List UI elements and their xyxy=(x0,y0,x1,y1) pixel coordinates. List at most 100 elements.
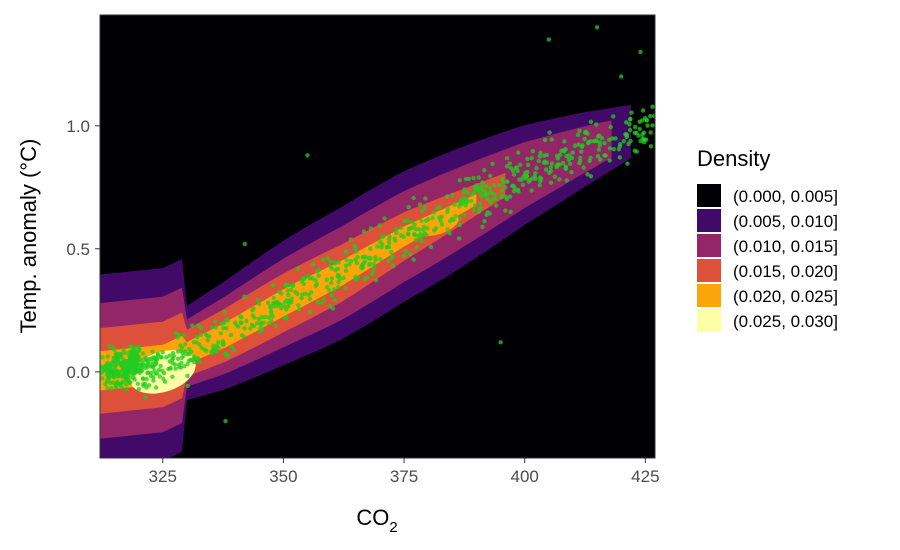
data-point xyxy=(515,187,521,192)
data-point xyxy=(125,371,130,376)
data-point xyxy=(471,175,476,181)
data-point xyxy=(144,376,149,382)
data-point xyxy=(343,268,349,273)
data-point xyxy=(286,304,291,309)
data-point xyxy=(633,124,638,130)
data-point xyxy=(284,298,290,303)
data-point xyxy=(619,74,624,79)
data-point xyxy=(617,155,622,160)
data-point xyxy=(444,194,450,199)
data-point xyxy=(392,236,397,241)
data-point xyxy=(371,265,377,270)
data-point xyxy=(213,318,218,324)
data-point xyxy=(526,179,532,184)
data-point xyxy=(538,150,543,156)
data-point xyxy=(490,161,495,167)
data-point xyxy=(151,378,156,383)
data-point xyxy=(624,120,629,125)
legend-title: Density xyxy=(697,146,770,171)
data-point xyxy=(625,161,630,166)
data-point xyxy=(409,219,414,225)
data-point xyxy=(176,362,182,368)
data-point xyxy=(156,367,162,373)
data-point xyxy=(562,139,567,144)
data-point xyxy=(301,276,306,281)
legend-label: (0.010, 0.015] xyxy=(733,237,838,256)
data-point xyxy=(598,157,603,162)
data-point xyxy=(322,297,327,302)
data-point xyxy=(650,104,655,109)
data-point xyxy=(214,343,219,348)
data-point xyxy=(490,197,495,202)
data-point xyxy=(316,273,321,278)
data-point xyxy=(315,300,320,305)
data-point xyxy=(344,257,349,262)
data-point xyxy=(547,130,552,135)
data-point xyxy=(525,156,530,162)
points-layer xyxy=(100,25,655,424)
data-point xyxy=(445,227,450,232)
data-point xyxy=(537,183,542,188)
data-point xyxy=(157,374,162,379)
data-point xyxy=(463,199,469,204)
data-point xyxy=(197,342,202,347)
data-point xyxy=(282,304,287,309)
data-point xyxy=(328,304,333,309)
data-point xyxy=(265,300,271,305)
data-point xyxy=(329,276,335,281)
data-point xyxy=(463,203,468,208)
data-point xyxy=(106,371,111,377)
data-point xyxy=(411,257,416,262)
data-point xyxy=(503,194,509,200)
data-point xyxy=(225,318,231,323)
data-point xyxy=(316,267,322,273)
data-point xyxy=(133,353,139,358)
data-point xyxy=(218,331,223,336)
data-point xyxy=(295,291,300,297)
data-point xyxy=(367,262,372,267)
data-point xyxy=(191,359,197,365)
data-point xyxy=(103,381,108,387)
legend-swatch xyxy=(697,209,721,232)
data-point xyxy=(205,338,210,343)
data-point xyxy=(450,192,455,198)
data-point xyxy=(492,192,498,197)
data-point xyxy=(146,383,152,388)
data-point xyxy=(439,214,444,219)
data-point xyxy=(269,318,274,323)
data-point xyxy=(141,376,146,381)
data-point xyxy=(324,284,330,290)
data-point xyxy=(231,348,236,353)
data-point xyxy=(258,326,263,331)
data-point xyxy=(579,144,585,150)
data-point xyxy=(330,292,335,298)
data-point xyxy=(271,283,276,288)
data-point xyxy=(462,212,467,217)
data-point xyxy=(199,345,204,351)
data-point xyxy=(126,365,131,371)
data-point xyxy=(431,210,437,215)
data-point xyxy=(508,209,513,215)
data-point xyxy=(386,244,392,249)
data-point xyxy=(336,260,341,265)
data-point xyxy=(181,332,187,338)
data-point xyxy=(132,358,137,364)
data-point xyxy=(394,227,399,232)
data-point xyxy=(564,153,569,159)
data-point xyxy=(109,386,114,391)
data-point xyxy=(305,153,310,158)
data-point xyxy=(484,212,489,217)
data-point xyxy=(197,359,202,365)
data-point xyxy=(284,316,289,321)
data-point xyxy=(585,172,590,177)
data-point xyxy=(123,360,129,365)
data-point xyxy=(299,296,304,301)
data-point xyxy=(476,209,481,215)
data-point xyxy=(320,257,326,262)
data-point xyxy=(596,147,601,152)
data-point xyxy=(107,364,113,369)
x-tick-label: 350 xyxy=(269,467,297,486)
data-point xyxy=(477,201,483,206)
data-point xyxy=(221,325,226,331)
data-point xyxy=(271,295,276,301)
